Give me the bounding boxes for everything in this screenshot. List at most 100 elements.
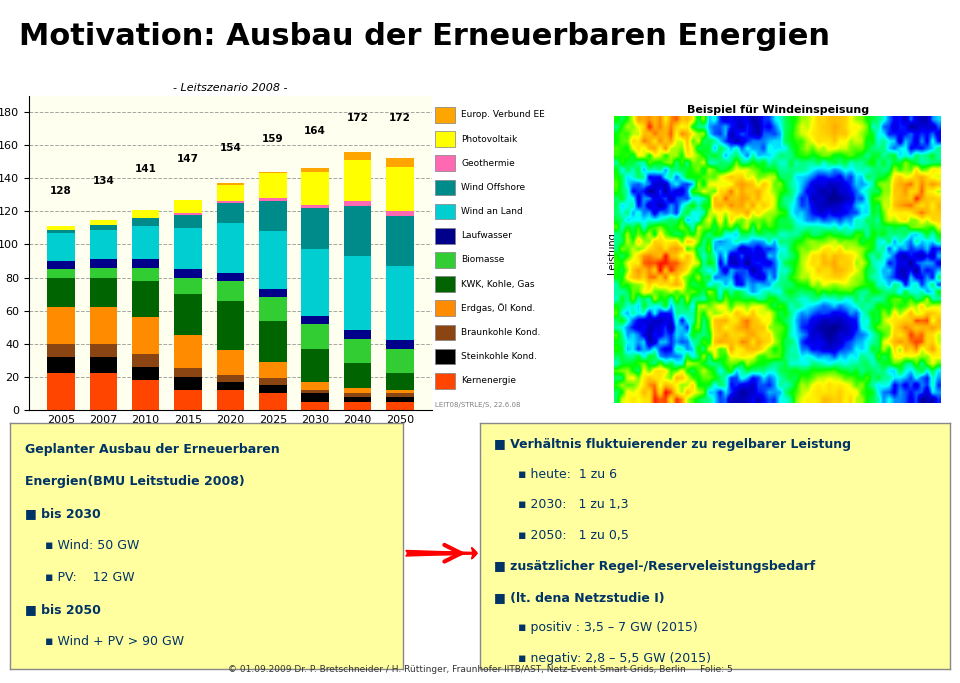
Text: 141: 141 <box>134 164 156 174</box>
Bar <box>175 390 202 410</box>
Text: Wind Offshore: Wind Offshore <box>462 183 525 192</box>
Bar <box>386 167 414 211</box>
Bar <box>132 218 159 226</box>
Bar <box>47 344 75 357</box>
Text: Motivation: Ausbau der Erneuerbaren Energien: Motivation: Ausbau der Erneuerbaren Ener… <box>19 23 830 51</box>
Bar <box>386 211 414 217</box>
Bar <box>301 390 329 393</box>
Bar <box>175 269 202 277</box>
Bar <box>47 226 75 229</box>
Text: Geothermie: Geothermie <box>462 158 516 168</box>
Bar <box>344 393 372 397</box>
Bar <box>217 183 244 185</box>
FancyBboxPatch shape <box>435 373 455 389</box>
Bar <box>386 397 414 402</box>
Title: - Leitszenario 2008 -: - Leitszenario 2008 - <box>173 83 288 94</box>
Text: ▪ Wind: 50 GW: ▪ Wind: 50 GW <box>45 539 139 552</box>
Bar <box>301 205 329 208</box>
FancyBboxPatch shape <box>435 228 455 244</box>
Bar <box>386 402 414 410</box>
Text: Beispiel für Windeinspeisung: Beispiel für Windeinspeisung <box>686 105 869 115</box>
Bar <box>301 382 329 390</box>
Text: 128: 128 <box>50 186 72 195</box>
Bar <box>344 402 372 410</box>
Bar <box>217 185 244 201</box>
Bar <box>175 228 202 269</box>
Bar <box>217 203 244 223</box>
Bar <box>47 277 75 307</box>
Bar <box>175 214 202 228</box>
Bar <box>217 301 244 350</box>
Bar <box>344 389 372 393</box>
Bar <box>386 158 414 167</box>
Bar <box>386 393 414 397</box>
Bar <box>386 217 414 266</box>
Text: 164: 164 <box>304 126 326 136</box>
Bar <box>132 354 159 367</box>
Text: ■ bis 2030: ■ bis 2030 <box>25 507 101 520</box>
Bar <box>301 249 329 316</box>
Text: Braunkohle Kond.: Braunkohle Kond. <box>462 328 540 337</box>
Bar <box>386 348 414 374</box>
Text: Europ. Verbund EE: Europ. Verbund EE <box>462 111 545 120</box>
Text: Photovoltaik: Photovoltaik <box>462 135 517 143</box>
FancyBboxPatch shape <box>435 252 455 268</box>
Bar <box>344 201 372 206</box>
Bar <box>89 344 117 357</box>
Bar <box>47 269 75 277</box>
Bar <box>386 374 414 390</box>
Bar <box>132 268 159 281</box>
Text: 147: 147 <box>177 154 199 164</box>
Text: ▪ PV:    12 GW: ▪ PV: 12 GW <box>45 571 134 584</box>
FancyBboxPatch shape <box>435 276 455 292</box>
Bar <box>301 171 329 205</box>
Bar <box>175 368 202 377</box>
Bar <box>132 226 159 260</box>
Bar <box>217 201 244 203</box>
Text: 134: 134 <box>92 176 114 186</box>
Bar <box>259 385 286 393</box>
Text: Laufwasser: Laufwasser <box>462 232 513 240</box>
Text: Tag: Tag <box>648 383 665 393</box>
Text: 159: 159 <box>262 135 283 144</box>
Bar <box>301 393 329 402</box>
FancyBboxPatch shape <box>435 180 455 195</box>
Bar <box>259 201 286 232</box>
FancyBboxPatch shape <box>435 204 455 219</box>
Text: Energien(BMU Leitstudie 2008): Energien(BMU Leitstudie 2008) <box>25 475 245 488</box>
Bar <box>89 225 117 229</box>
Bar <box>217 382 244 390</box>
Bar <box>89 307 117 344</box>
Text: ■ bis 2050: ■ bis 2050 <box>25 603 101 616</box>
FancyBboxPatch shape <box>435 107 455 123</box>
Bar <box>132 317 159 354</box>
Bar <box>47 374 75 410</box>
Bar <box>89 220 117 225</box>
Bar <box>89 268 117 277</box>
Bar <box>386 390 414 393</box>
Text: ▪ negativ: 2,8 – 5,5 GW (2015): ▪ negativ: 2,8 – 5,5 GW (2015) <box>517 652 710 665</box>
Bar <box>217 350 244 375</box>
Bar <box>259 198 286 201</box>
Bar <box>132 367 159 380</box>
Bar <box>47 229 75 233</box>
FancyBboxPatch shape <box>435 349 455 365</box>
Bar <box>301 169 329 171</box>
FancyBboxPatch shape <box>435 324 455 340</box>
Bar <box>175 277 202 294</box>
Bar <box>89 374 117 410</box>
Bar <box>259 393 286 410</box>
Bar <box>175 377 202 390</box>
Bar <box>217 273 244 281</box>
Bar <box>47 357 75 374</box>
Bar <box>344 160 372 201</box>
Text: © 01.09.2009 Dr. P. Bretschneider / H. Rüttinger, Fraunhofer IITB/AST, Netz-Even: © 01.09.2009 Dr. P. Bretschneider / H. R… <box>228 665 732 674</box>
Bar <box>259 173 286 198</box>
Bar <box>344 331 372 339</box>
Bar <box>175 335 202 368</box>
Bar <box>344 256 372 331</box>
Text: ■ Verhältnis fluktuierender zu regelbarer Leistung: ■ Verhältnis fluktuierender zu regelbare… <box>494 438 852 451</box>
Text: ▪ positiv : 3,5 – 7 GW (2015): ▪ positiv : 3,5 – 7 GW (2015) <box>517 622 697 635</box>
FancyBboxPatch shape <box>435 301 455 316</box>
Text: 154: 154 <box>220 143 241 153</box>
